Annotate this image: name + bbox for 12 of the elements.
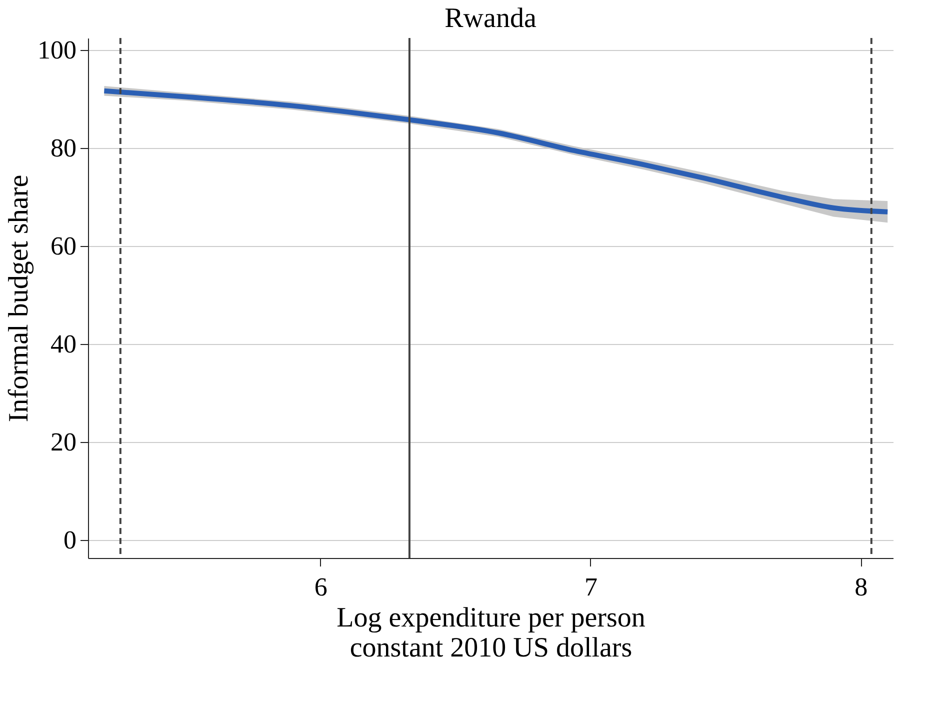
y-axis-title: Informal budget share xyxy=(4,174,34,422)
chart-title: Rwanda xyxy=(444,3,537,34)
y-tick-label: 100 xyxy=(38,36,76,65)
x-tick-label: 7 xyxy=(584,572,598,602)
x-tick-label: 6 xyxy=(314,572,328,602)
y-tick-label: 60 xyxy=(50,232,76,261)
y-tick-label: 0 xyxy=(64,525,76,554)
y-tick-label: 40 xyxy=(50,330,76,359)
x-tick-label: 8 xyxy=(854,572,868,602)
y-tick-label: 80 xyxy=(50,134,76,163)
y-tick-label: 20 xyxy=(50,427,76,456)
x-axis-title: Log expenditure per person constant 2010 US dollars xyxy=(336,602,646,664)
